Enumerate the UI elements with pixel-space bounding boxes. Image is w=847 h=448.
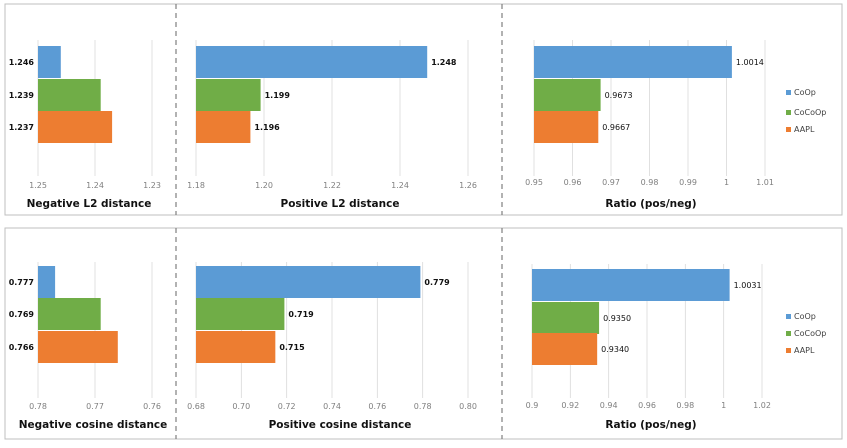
data-label: 0.779 bbox=[424, 278, 450, 287]
panel-title: Ratio (pos/neg) bbox=[605, 198, 696, 210]
bars: 1.246 1.239 1.237 1.248 1.199 1.196 1.0014 0.96… bbox=[9, 46, 764, 365]
data-label: 0.777 bbox=[9, 278, 34, 287]
data-label: 1.239 bbox=[9, 91, 35, 100]
legend-label-aapl: AAPL bbox=[794, 125, 815, 134]
x-tick-label: 1.23 bbox=[143, 181, 161, 190]
data-label: 1.246 bbox=[9, 58, 35, 67]
top-row-frame bbox=[4, 3, 843, 216]
panel-title: Negative cosine distance bbox=[19, 419, 168, 431]
x-tick-label: 0.99 bbox=[679, 178, 697, 187]
bar-coop bbox=[196, 46, 428, 78]
data-label: 0.715 bbox=[279, 343, 305, 352]
legend-swatch-aapl bbox=[786, 348, 791, 353]
x-tick-label: 1.24 bbox=[86, 181, 104, 190]
x-tick-label: 0.92 bbox=[561, 401, 579, 410]
x-tick-label: 0.9 bbox=[526, 401, 539, 410]
x-tick-label: 1 bbox=[724, 178, 729, 187]
x-tick-label: 1.24 bbox=[391, 181, 409, 190]
data-label: 1.199 bbox=[265, 91, 291, 100]
bar-aapl bbox=[38, 111, 113, 143]
legend-label-coop: CoOp bbox=[794, 312, 816, 321]
x-tick-label: 0.72 bbox=[278, 402, 296, 411]
data-label: 0.769 bbox=[9, 310, 35, 319]
bar-cocoop bbox=[38, 298, 101, 330]
legend-swatch-coop bbox=[786, 90, 791, 95]
x-tick-label: 1 bbox=[721, 401, 726, 410]
legend-label-cocoop: CoCoOp bbox=[794, 329, 826, 338]
data-label: 1.0014 bbox=[736, 58, 764, 67]
bar-coop bbox=[196, 266, 421, 298]
x-tick-label: 0.76 bbox=[143, 402, 161, 411]
x-tick-label: 0.78 bbox=[29, 402, 47, 411]
x-tick-label: 1.26 bbox=[459, 181, 477, 190]
legend-label-coop: CoOp bbox=[794, 88, 816, 97]
x-tick-label: 1.20 bbox=[255, 181, 273, 190]
bar-cocoop bbox=[38, 79, 101, 111]
legend-swatch-cocoop bbox=[786, 331, 791, 336]
data-label: 1.248 bbox=[431, 58, 457, 67]
bar-aapl bbox=[196, 111, 251, 143]
data-label: 1.0031 bbox=[734, 281, 762, 290]
panel-title: Negative L2 distance bbox=[27, 198, 152, 210]
data-label: 0.766 bbox=[9, 343, 35, 352]
x-tick-label: 0.77 bbox=[86, 402, 104, 411]
x-tick-label: 0.95 bbox=[525, 178, 543, 187]
bar-aapl bbox=[534, 111, 599, 143]
data-label: 0.9667 bbox=[602, 123, 630, 132]
x-tick-label: 0.96 bbox=[564, 178, 582, 187]
legend-label-cocoop: CoCoOp bbox=[794, 108, 826, 117]
x-tick-label: 0.80 bbox=[459, 402, 477, 411]
panel-title: Ratio (pos/neg) bbox=[605, 419, 696, 431]
x-tick-label: 0.78 bbox=[414, 402, 432, 411]
bar-coop bbox=[534, 46, 732, 78]
bar-aapl bbox=[38, 331, 118, 363]
data-label: 0.9340 bbox=[601, 345, 629, 354]
x-tick-label: 1.25 bbox=[29, 181, 47, 190]
bar-cocoop bbox=[196, 79, 261, 111]
legend-swatch-coop bbox=[786, 314, 791, 319]
data-label: 1.196 bbox=[254, 123, 280, 132]
x-tick-label: 1.02 bbox=[753, 401, 771, 410]
panel-title: Positive cosine distance bbox=[269, 419, 412, 431]
bar-aapl bbox=[532, 333, 598, 365]
panel-title: Positive L2 distance bbox=[281, 198, 400, 210]
x-tick-label: 0.96 bbox=[638, 401, 656, 410]
data-label: 0.719 bbox=[288, 310, 314, 319]
bar-coop bbox=[38, 266, 56, 298]
bar-coop bbox=[532, 269, 730, 301]
x-tick-label: 0.98 bbox=[676, 401, 694, 410]
x-tick-label: 0.76 bbox=[368, 402, 386, 411]
legend-top: CoOp CoCoOp AAPL bbox=[786, 88, 826, 134]
x-tick-label: 0.70 bbox=[232, 402, 250, 411]
data-label: 1.237 bbox=[9, 123, 34, 132]
legend-swatch-aapl bbox=[786, 127, 791, 132]
bar-aapl bbox=[196, 331, 276, 363]
data-label: 0.9350 bbox=[603, 314, 631, 323]
x-tick-label: 0.74 bbox=[323, 402, 341, 411]
legend-swatch-cocoop bbox=[786, 110, 791, 115]
x-tick-label: 0.94 bbox=[600, 401, 618, 410]
x-tick-label: 0.98 bbox=[641, 178, 659, 187]
x-tick-label: 0.97 bbox=[602, 178, 620, 187]
x-tick-label: 0.68 bbox=[187, 402, 205, 411]
bar-coop bbox=[38, 46, 61, 78]
x-tick-label: 1.01 bbox=[756, 178, 774, 187]
data-label: 0.9673 bbox=[605, 91, 633, 100]
legend-label-aapl: AAPL bbox=[794, 346, 815, 355]
x-tick-label: 1.22 bbox=[323, 181, 341, 190]
bar-cocoop bbox=[532, 302, 600, 334]
legend-bottom: CoOp CoCoOp AAPL bbox=[786, 312, 826, 355]
x-tick-label: 1.18 bbox=[187, 181, 205, 190]
bar-cocoop bbox=[534, 79, 601, 111]
bottom-row-frame bbox=[4, 227, 843, 440]
bar-cocoop bbox=[196, 298, 285, 330]
